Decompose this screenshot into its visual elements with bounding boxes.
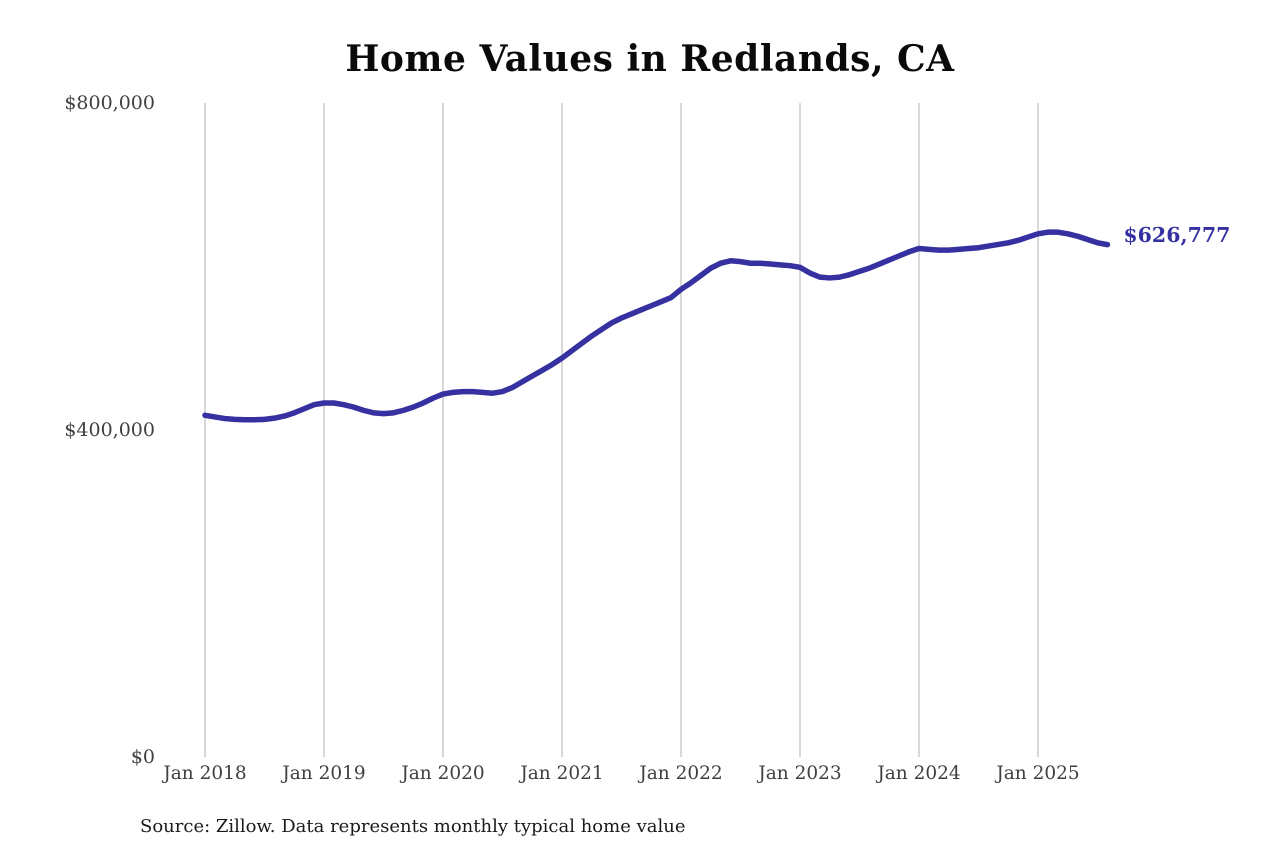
- x-tick-label: Jan 2020: [401, 763, 485, 784]
- x-tick-label: Jan 2024: [877, 763, 961, 784]
- y-tick-label: $0: [130, 746, 155, 768]
- latest-value-label: $626,777: [1123, 222, 1231, 247]
- y-tick-label: $800,000: [64, 92, 155, 114]
- source-note: Source: Zillow. Data represents monthly …: [140, 816, 686, 837]
- x-tick-label: Jan 2018: [163, 763, 247, 784]
- x-tick-label: Jan 2021: [520, 763, 604, 784]
- y-tick-label: $400,000: [64, 419, 155, 441]
- home-value-line: [202, 229, 1111, 423]
- x-tick-label: Jan 2023: [758, 763, 842, 784]
- x-tick-label: Jan 2022: [639, 763, 723, 784]
- chart-title: Home Values in Redlands, CA: [345, 38, 955, 80]
- x-tick-label: Jan 2019: [282, 763, 366, 784]
- x-tick-label: Jan 2025: [996, 763, 1080, 784]
